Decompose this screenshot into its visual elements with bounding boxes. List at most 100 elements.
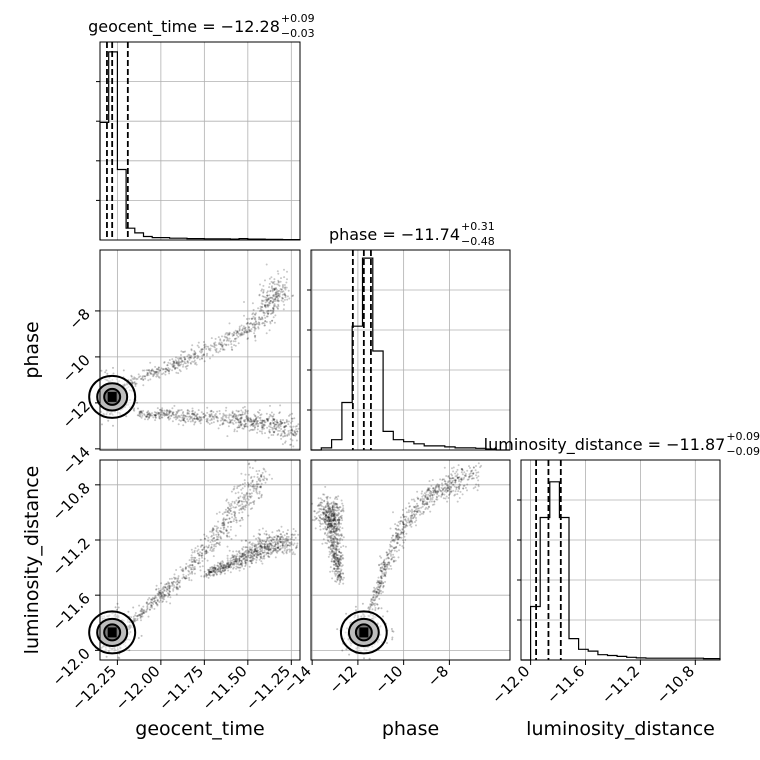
scatter-point: [216, 568, 219, 571]
scatter-point: [225, 499, 228, 502]
scatter-point: [166, 369, 169, 371]
scatter-point: [381, 572, 384, 575]
scatter-point: [276, 434, 279, 436]
scatter-point: [146, 371, 149, 374]
scatter-point: [266, 426, 269, 429]
scatter-point: [189, 420, 192, 423]
scatter-point: [139, 375, 142, 378]
scatter-point: [233, 332, 236, 335]
scatter-point: [256, 431, 259, 434]
scatter-point: [254, 553, 257, 556]
scatter-point: [241, 516, 244, 519]
scatter-point: [221, 345, 224, 348]
scatter-point: [136, 377, 139, 380]
scatter-point: [216, 541, 218, 544]
scatter-point: [176, 363, 179, 366]
scatter-point: [383, 558, 386, 561]
scatter-point: [261, 543, 264, 545]
scatter-point: [341, 556, 344, 559]
scatter-point: [105, 655, 108, 658]
scatter-point: [311, 519, 314, 521]
scatter-point: [226, 535, 229, 538]
scatter-point: [332, 500, 335, 503]
scatter-point: [191, 407, 194, 410]
scatter-point: [449, 491, 452, 494]
scatter-point: [219, 348, 222, 350]
scatter-point: [273, 298, 276, 301]
scatter-point: [220, 343, 223, 346]
scatter-point: [223, 335, 226, 338]
scatter-point: [214, 341, 217, 344]
scatter-point: [193, 359, 196, 362]
scatter-point: [425, 493, 427, 496]
scatter-point: [172, 581, 175, 583]
scatter-point: [284, 296, 287, 299]
scatter-point: [332, 528, 335, 531]
scatter-point: [225, 406, 228, 409]
scatter-point: [186, 418, 189, 421]
scatter-point: [268, 301, 271, 304]
scatter-point: [226, 435, 229, 438]
scatter-point: [403, 530, 406, 533]
scatter-point: [287, 535, 290, 538]
scatter-point: [260, 550, 263, 553]
scatter-point: [394, 559, 397, 562]
scatter-point: [116, 602, 119, 605]
scatter-point: [258, 293, 261, 296]
scatter-point: [415, 517, 417, 519]
scatter-point: [152, 374, 155, 377]
scatter-point: [270, 309, 273, 312]
scatter-point: [382, 561, 385, 564]
scatter-point: [228, 332, 231, 335]
scatter-point: [247, 328, 250, 331]
scatter-point: [208, 348, 211, 351]
scatter-point: [156, 598, 159, 601]
scatter-point: [283, 426, 286, 429]
scatter-point: [181, 412, 184, 415]
scatter-point: [281, 297, 284, 300]
scatter-point: [277, 535, 280, 538]
scatter-point: [445, 475, 448, 477]
scatter-point: [338, 573, 341, 576]
scatter-point: [338, 551, 341, 553]
scatter-point: [142, 611, 144, 614]
scatter-point: [213, 344, 216, 347]
scatter-point: [167, 594, 170, 597]
scatter-point: [188, 358, 191, 361]
scatter-point: [141, 414, 144, 417]
scatter-point: [329, 552, 332, 555]
scatter-point: [272, 301, 275, 304]
scatter-point: [172, 363, 174, 365]
scatter-point: [155, 588, 158, 591]
scatter-point: [169, 362, 172, 365]
scatter-point: [265, 321, 268, 323]
scatter-point: [165, 367, 167, 370]
scatter-point: [254, 334, 257, 337]
scatter-point: [133, 381, 136, 384]
scatter-point: [257, 326, 260, 329]
scatter-point: [241, 548, 244, 551]
scatter-point: [293, 417, 296, 420]
scatter-point: [258, 417, 261, 420]
scatter-point: [199, 569, 202, 572]
scatter-point: [341, 519, 344, 522]
scatter-point: [326, 536, 329, 539]
scatter-point: [466, 469, 469, 472]
scatter-point: [203, 546, 205, 549]
scatter-point: [237, 335, 240, 338]
scatter-point: [243, 301, 245, 303]
scatter-point: [276, 270, 279, 273]
scatter-point: [264, 306, 267, 309]
scatter-point: [284, 286, 287, 289]
scatter-point: [265, 299, 268, 302]
scatter-point: [378, 592, 380, 595]
scatter-point: [371, 608, 374, 611]
scatter-point: [436, 491, 439, 494]
scatter-point: [257, 532, 260, 535]
scatter-point: [271, 531, 274, 534]
scatter-point: [330, 514, 333, 517]
scatter-point: [261, 551, 264, 554]
scatter-point: [277, 281, 280, 284]
scatter-point: [275, 539, 278, 542]
scatter-point: [272, 422, 275, 425]
